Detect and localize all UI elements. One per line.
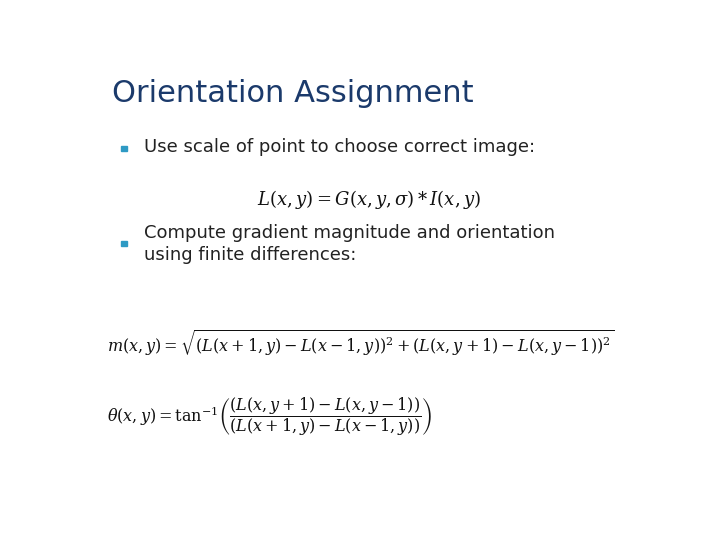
- Text: Orientation Assignment: Orientation Assignment: [112, 79, 474, 109]
- FancyBboxPatch shape: [121, 146, 127, 151]
- Text: $m\left(x,y\right)=\sqrt{\left(L(x+1,y)-L(x-1,y)\right)^{2}+\left(L(x,y+1)-L(x,y: $m\left(x,y\right)=\sqrt{\left(L(x+1,y)-…: [107, 328, 614, 359]
- Text: $\theta\left(x,y\right)=\tan^{-1}\!\left(\dfrac{\left(L(x,y+1)-L(x,y-1)\right)}{: $\theta\left(x,y\right)=\tan^{-1}\!\left…: [107, 395, 432, 437]
- Text: Compute gradient magnitude and orientation: Compute gradient magnitude and orientati…: [144, 224, 555, 242]
- Text: Use scale of point to choose correct image:: Use scale of point to choose correct ima…: [144, 138, 535, 156]
- Text: using finite differences:: using finite differences:: [144, 246, 356, 264]
- Text: $L(x,y)=G(x,y,\sigma)*I(x,y)$: $L(x,y)=G(x,y,\sigma)*I(x,y)$: [257, 188, 481, 212]
- FancyBboxPatch shape: [121, 241, 127, 246]
